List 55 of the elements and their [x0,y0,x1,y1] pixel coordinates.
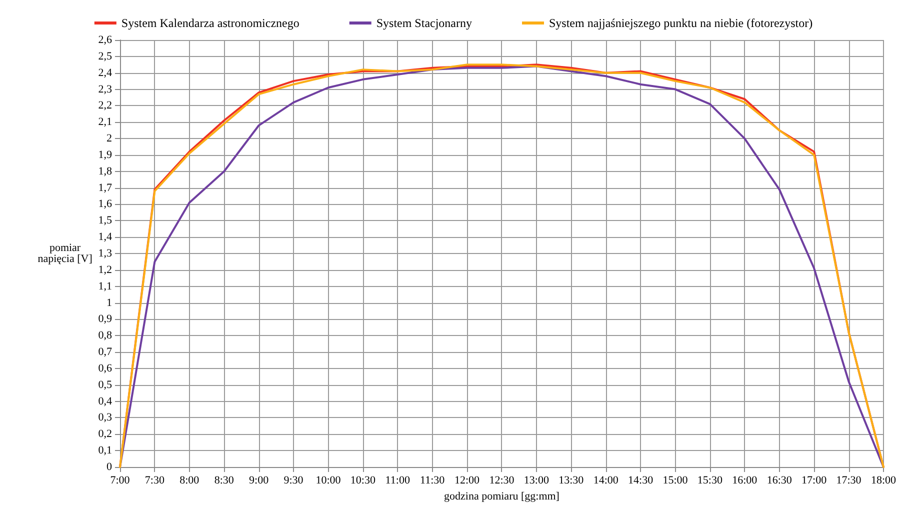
y-axis-title: pomiar napięcia [V] [38,242,92,265]
x-tick-label: 12:30 [489,474,515,486]
x-tick-label: 7:00 [110,474,130,486]
x-axis-title: godzina pomiaru [gg:mm] [444,490,560,502]
x-tick-label: 13:00 [524,474,550,486]
y-tick-label: 2 [106,132,112,145]
x-tick-label: 14:00 [593,474,619,486]
x-tick-label: 17:00 [802,474,828,486]
x-tick-label: 11:00 [385,474,410,486]
x-tick-label: 9:00 [249,474,270,486]
y-tick-label: 1,4 [98,231,112,244]
y-tick-label: 0,6 [98,362,112,374]
y-tick-label: 1,9 [98,148,112,161]
y-tick-label: 2,3 [98,83,112,96]
y-tick-label: 0,1 [98,444,112,457]
y-tick-label: 2,6 [98,34,112,46]
y-tick-label: 1,1 [98,280,112,292]
y-tick-label: 0,3 [98,412,112,424]
y-tick-label: 1,5 [98,214,112,227]
x-tick-label: 10:30 [350,474,376,486]
legend-label: System Kalendarza astronomicznego [121,16,300,30]
y-tick-label: 0,2 [98,428,112,440]
y-tick-label: 1,8 [98,165,112,178]
x-tick-label: 15:30 [697,474,723,486]
y-tick-label: 0,5 [98,378,112,391]
x-tick-label: 8:00 [180,474,200,486]
x-tick-label: 16:00 [732,474,758,486]
y-tick-label: 1,6 [98,198,112,210]
y-tick-label: 1 [106,296,112,309]
x-tick-label: 18:00 [870,474,896,486]
x-tick-label: 13:30 [558,474,584,486]
x-tick-label: 15:00 [662,474,688,486]
y-tick-label: 2,4 [98,66,112,79]
x-tick-label: 14:30 [628,474,654,486]
x-tick-label: 16:30 [766,474,792,486]
y-tick-label: 0,7 [98,346,112,358]
y-tick-label: 2,2 [98,100,112,112]
x-tick-label: 11:30 [420,474,446,486]
x-tick-label: 9:30 [284,474,304,486]
x-tick-label: 17:30 [836,474,862,486]
y-tick-label: 2,1 [98,116,112,128]
y-tick-label: 0,8 [98,330,112,342]
x-tick-label: 8:30 [214,474,234,486]
legend-label: System Stacjonarny [376,16,472,30]
y-tick-label: 0,4 [98,395,112,408]
y-tick-label: 1,7 [98,182,112,194]
x-tick-label: 7:30 [144,474,165,486]
legend-label: System najjaśniejszego punktu na niebie (fotorezystor) [549,16,813,30]
y-tick-label: 2,5 [98,50,112,62]
y-tick-label: 1,2 [98,264,112,276]
y-tick-label: 0,9 [98,313,112,326]
x-tick-label: 12:00 [454,474,480,486]
y-tick-label: 1,3 [98,248,112,260]
x-tick-label: 10:00 [316,474,342,486]
y-tick-label: 0 [106,461,112,473]
